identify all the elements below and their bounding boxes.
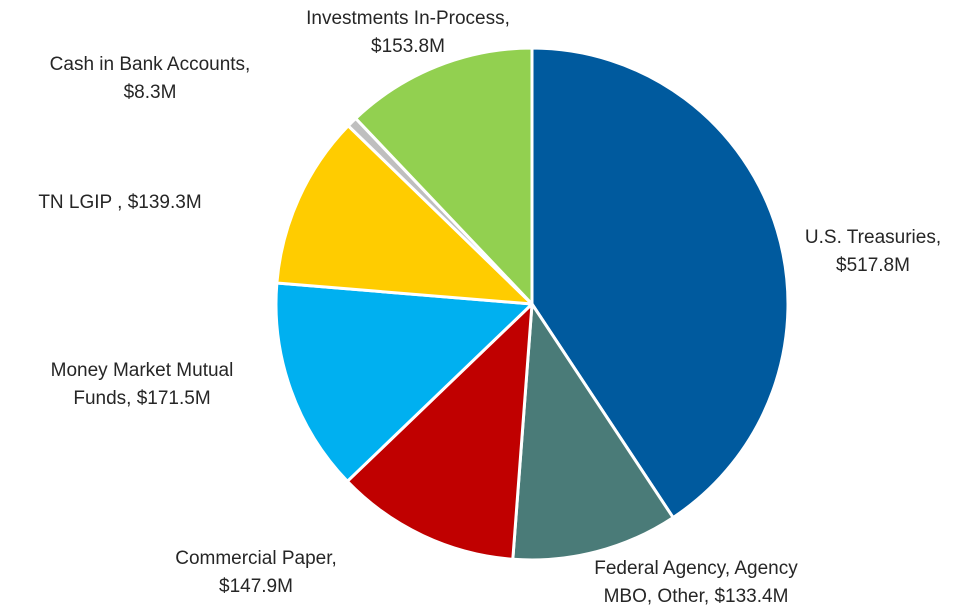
pie-slice-investments-in-process <box>354 46 534 306</box>
data-label-line: Commercial Paper, <box>175 548 337 569</box>
data-label-federal-agency-agency-mbo-other: Federal Agency, Agency MBO, Other, $133.4… <box>594 558 798 607</box>
pie-slice-commercial-paper <box>345 302 534 561</box>
data-label-line: Investments In-Process, <box>306 8 510 29</box>
data-label-tn-lgip: TN LGIP , $139.3M <box>38 192 201 213</box>
data-label-line: $147.9M <box>219 576 293 597</box>
pie-labels: U.S. Treasuries, $517.8M Federal Agency, A… <box>38 8 941 607</box>
data-label-line: Money Market Mutual <box>51 360 234 381</box>
data-label-line: U.S. Treasuries, <box>805 227 941 248</box>
pie-slices <box>274 46 790 562</box>
data-label-line: TN LGIP , $139.3M <box>38 192 201 213</box>
data-label-investments-in-process: Investments In-Process, $153.8M <box>306 8 510 57</box>
pie-slice-tn-lgip <box>275 124 534 306</box>
data-label-money-market-mutual-funds: Money Market Mutual Funds, $171.5M <box>51 360 234 409</box>
data-label-line: Funds, $171.5M <box>73 388 210 409</box>
data-label-line: Cash in Bank Accounts, <box>50 54 251 75</box>
data-label-cash-in-bank-accounts: Cash in Bank Accounts, $8.3M <box>50 54 251 103</box>
data-label-line: $8.3M <box>124 82 177 103</box>
data-label-line: $517.8M <box>836 255 910 276</box>
data-label-line: Federal Agency, Agency <box>594 558 798 579</box>
data-label-commercial-paper: Commercial Paper, $147.9M <box>175 548 337 597</box>
pie-slice-money-market-mutual-funds <box>274 281 534 483</box>
pie-slice-federal-agency-agency-mbo-other <box>511 302 675 562</box>
data-label-line: MBO, Other, $133.4M <box>604 586 789 607</box>
data-label-line: $153.8M <box>371 36 445 57</box>
data-label-u-s-treasuries: U.S. Treasuries, $517.8M <box>805 227 941 276</box>
